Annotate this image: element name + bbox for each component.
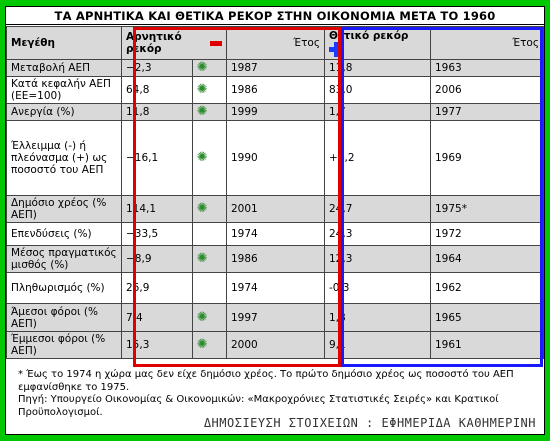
- row-negative-year: 1986: [226, 76, 325, 104]
- row-measure: Επενδύσεις (%): [6, 222, 122, 246]
- table-row: Άμεσοι φόροι (% ΑΕΠ) 7,4 ✺ 1997 1,8 1965: [6, 303, 544, 332]
- header-negative-year: Έτος: [226, 26, 325, 60]
- row-positive-value: 9,1: [324, 331, 431, 359]
- header-positive-label: Θετικό ρεκόρ: [329, 29, 409, 42]
- records-table: Μεγέθη Αρνητικό ρεκόρ Έτος Θετικό ρεκόρ …: [6, 26, 544, 359]
- row-positive-year: 1961: [430, 331, 544, 359]
- header-measure: Μεγέθη: [6, 26, 122, 60]
- plus-icon: [329, 41, 344, 57]
- sun-icon: ✺: [196, 60, 208, 75]
- row-measure: Δημόσιο χρέος (% ΑΕΠ): [6, 195, 122, 223]
- row-measure: Έλλειμμα (-) ή πλεόνασμα (+) ως ποσοστό …: [6, 120, 122, 196]
- row-negative-year: 1997: [226, 303, 325, 332]
- table-row: Δημόσιο χρέος (% ΑΕΠ) 114,1 ✺ 2001 24,7 …: [6, 195, 544, 223]
- sun-icon: ✺: [196, 337, 208, 352]
- row-negative-year: 1974: [226, 222, 325, 246]
- row-marker: ✺: [191, 245, 228, 273]
- row-measure: Πληθωρισμός (%): [6, 272, 122, 304]
- row-positive-year: 1969: [430, 120, 544, 196]
- row-marker: ✺: [191, 59, 228, 77]
- header-negative: Αρνητικό ρεκόρ: [121, 26, 227, 60]
- sun-icon: ✺: [196, 82, 208, 97]
- row-positive-value: +1,2: [324, 120, 431, 196]
- table-row: Μεταβολή ΑΕΠ −2,3 ✺ 1987 11,8 1963: [6, 59, 544, 77]
- row-positive-year: 1964: [430, 245, 544, 273]
- sun-icon: ✺: [196, 251, 208, 266]
- publication-credit: ΔΗΜΟΣΙΕΥΣΗ ΣΤΟΙΧΕΙΩΝ : ΕΦΗΜΕΡΙΔΑ ΚΑΘΗΜΕΡ…: [203, 416, 536, 430]
- header-positive-year: Έτος: [430, 26, 544, 60]
- row-measure: Μεταβολή ΑΕΠ: [6, 59, 122, 77]
- table-row: Ανεργία (%) 11,8 ✺ 1999 1,7 1977: [6, 103, 544, 121]
- row-marker: [191, 222, 228, 246]
- row-negative-year: 1974: [226, 272, 325, 304]
- row-positive-value: 1,7: [324, 103, 431, 121]
- sun-icon: ✺: [196, 150, 208, 165]
- row-marker: ✺: [191, 76, 228, 104]
- row-negative-value: −2,3: [121, 59, 193, 77]
- row-marker: ✺: [191, 103, 228, 121]
- row-measure: Μέσος πραγματικός μισθός (%): [6, 245, 122, 273]
- row-negative-year: 2000: [226, 331, 325, 359]
- row-positive-value: 24,7: [324, 195, 431, 223]
- row-marker: ✺: [191, 195, 228, 223]
- table-row: Κατά κεφαλήν ΑΕΠ (ΕΕ=100) 64,8 ✺ 1986 83…: [6, 76, 544, 104]
- row-negative-value: 114,1: [121, 195, 193, 223]
- sun-icon: ✺: [196, 104, 208, 119]
- row-positive-year: 1975*: [430, 195, 544, 223]
- row-positive-value: 12,3: [324, 245, 431, 273]
- row-positive-value: 11,8: [324, 59, 431, 77]
- page-title: ΤΑ ΑΡΝΗΤΙΚΑ ΚΑΙ ΘΕΤΙΚΑ ΡΕΚΟΡ ΣΤΗΝ ΟΙΚΟΝΟ…: [6, 7, 544, 25]
- row-positive-value: 24,3: [324, 222, 431, 246]
- row-positive-value: 1,8: [324, 303, 431, 332]
- row-measure: Έμμεσοι φόροι (% ΑΕΠ): [6, 331, 122, 359]
- row-marker: ✺: [191, 120, 228, 196]
- record-table-panel: ΤΑ ΑΡΝΗΤΙΚΑ ΚΑΙ ΘΕΤΙΚΑ ΡΕΚΟΡ ΣΤΗΝ ΟΙΚΟΝΟ…: [5, 6, 545, 435]
- row-marker: ✺: [191, 303, 228, 332]
- row-negative-value: 26,9: [121, 272, 193, 304]
- row-positive-year: 1965: [430, 303, 544, 332]
- notes: * Έως το 1974 η χώρα μας δεν είχε δημόσι…: [18, 369, 538, 419]
- row-negative-year: 1999: [226, 103, 325, 121]
- table-row: Επενδύσεις (%) −33,5 1974 24,3 1972: [6, 222, 544, 246]
- row-negative-value: 15,3: [121, 331, 193, 359]
- row-negative-value: 11,8: [121, 103, 193, 121]
- row-negative-year: 1990: [226, 120, 325, 196]
- row-negative-value: 64,8: [121, 76, 193, 104]
- header-negative-label: Αρνητικό ρεκόρ: [126, 31, 182, 55]
- table-row: Έμμεσοι φόροι (% ΑΕΠ) 15,3 ✺ 2000 9,1 19…: [6, 331, 544, 359]
- row-marker: ✺: [191, 331, 228, 359]
- row-negative-year: 1986: [226, 245, 325, 273]
- minus-icon: [209, 40, 222, 46]
- row-negative-year: 2001: [226, 195, 325, 223]
- row-negative-year: 1987: [226, 59, 325, 77]
- row-positive-year: 1962: [430, 272, 544, 304]
- row-measure: Κατά κεφαλήν ΑΕΠ (ΕΕ=100): [6, 76, 122, 104]
- row-negative-value: −8,9: [121, 245, 193, 273]
- table-header-row: Μεγέθη Αρνητικό ρεκόρ Έτος Θετικό ρεκόρ …: [6, 26, 544, 60]
- row-positive-year: 1963: [430, 59, 544, 77]
- row-negative-value: 7,4: [121, 303, 193, 332]
- row-measure: Ανεργία (%): [6, 103, 122, 121]
- row-negative-value: −16,1: [121, 120, 193, 196]
- footnote: * Έως το 1974 η χώρα μας δεν είχε δημόσι…: [18, 369, 514, 393]
- sun-icon: ✺: [196, 309, 208, 325]
- row-measure: Άμεσοι φόροι (% ΑΕΠ): [6, 303, 122, 332]
- row-positive-year: 1977: [430, 103, 544, 121]
- row-positive-value: -0,3: [324, 272, 431, 304]
- row-positive-value: 83,0: [324, 76, 431, 104]
- row-marker: [191, 272, 228, 304]
- table-row: Πληθωρισμός (%) 26,9 1974 -0,3 1962: [6, 272, 544, 304]
- header-positive: Θετικό ρεκόρ: [324, 26, 431, 60]
- row-negative-value: −33,5: [121, 222, 193, 246]
- source-note: Πηγή: Υπουργείο Οικονομίας & Οικονομικών…: [18, 394, 499, 418]
- row-positive-year: 1972: [430, 222, 544, 246]
- row-positive-year: 2006: [430, 76, 544, 104]
- sun-icon: ✺: [196, 201, 208, 216]
- table-row: Έλλειμμα (-) ή πλεόνασμα (+) ως ποσοστό …: [6, 120, 544, 196]
- table-row: Μέσος πραγματικός μισθός (%) −8,9 ✺ 1986…: [6, 245, 544, 273]
